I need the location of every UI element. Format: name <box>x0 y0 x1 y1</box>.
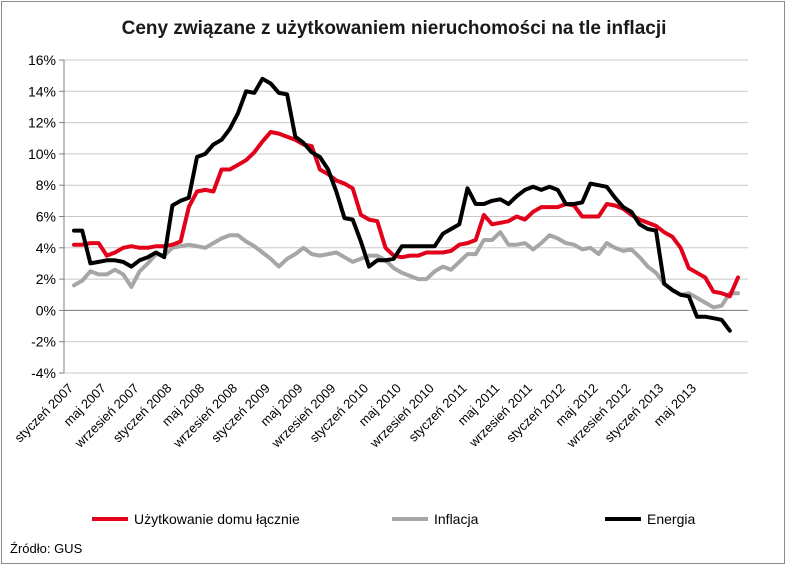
series-line-2 <box>72 76 732 333</box>
legend-label: Inflacja <box>434 511 479 527</box>
y-tick-label: 16% <box>28 52 56 68</box>
series-line-0 <box>72 130 740 299</box>
y-tick-label: 2% <box>36 271 56 287</box>
y-tick-label: 4% <box>36 240 56 256</box>
y-tick-label: 8% <box>36 177 56 193</box>
legend: Użytkowanie domu łącznie Inflacja Energia <box>92 511 695 527</box>
series-line-1 <box>72 230 740 310</box>
grid <box>64 59 748 374</box>
y-tick-label: -2% <box>31 334 56 350</box>
series-group <box>72 76 740 333</box>
y-tick-label: 14% <box>28 83 56 99</box>
y-axis: -4% -2% 0% 2% 4% 6% 8% 10% 12% 14% 16% <box>28 52 65 381</box>
legend-label: Energia <box>647 511 695 527</box>
source-note: Źródło: GUS <box>10 541 83 556</box>
chart-title: Ceny związane z użytkowaniem nieruchomoś… <box>122 18 667 39</box>
y-tick-label: 12% <box>28 115 56 131</box>
y-tick-label: 6% <box>36 209 56 225</box>
legend-label: Użytkowanie domu łącznie <box>134 511 300 527</box>
y-tick-label: 10% <box>28 146 56 162</box>
y-tick-label: 0% <box>36 302 56 318</box>
y-tick-label: -4% <box>31 365 56 381</box>
